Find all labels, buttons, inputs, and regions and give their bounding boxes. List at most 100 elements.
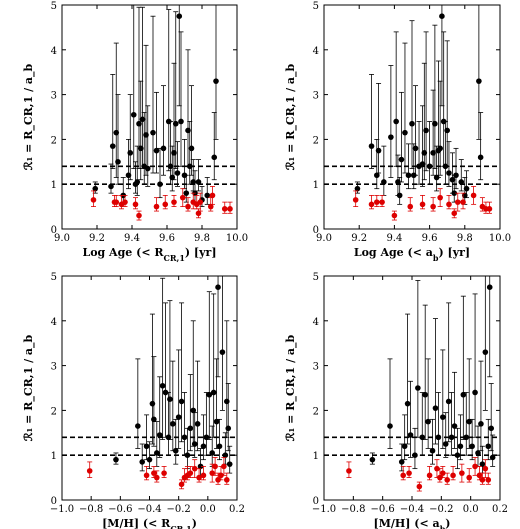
red-point <box>171 199 177 205</box>
red-point <box>374 199 380 205</box>
black-point <box>143 443 150 450</box>
x-tick-label: −0.6 <box>108 504 132 515</box>
black-point <box>200 443 207 450</box>
black-point <box>159 382 166 389</box>
black-point <box>178 118 184 125</box>
y-tick-label: 0 <box>313 225 319 236</box>
x-tick-label: 0.2 <box>492 504 508 515</box>
black-point <box>425 418 431 425</box>
y-tick-label: 1 <box>51 180 57 191</box>
y-tick-label: 2 <box>51 135 57 146</box>
black-point <box>368 143 375 149</box>
black-point <box>423 127 429 134</box>
red-point <box>197 199 204 205</box>
y-tick-label: 1 <box>313 451 319 462</box>
black-point <box>176 13 183 19</box>
black-point <box>489 454 496 461</box>
black-point <box>387 423 393 429</box>
black-point <box>150 129 156 136</box>
x-tick-label: 9.6 <box>159 233 175 244</box>
red-point <box>451 210 458 217</box>
chart-panel-c: −1.0 −0.8 −0.6 −0.4 −0.2 0.0 0.2 0 1 2 3 4 5 [M/H] (<… <box>22 272 245 529</box>
black-point <box>219 349 226 355</box>
black-point <box>149 400 156 407</box>
red-point <box>352 197 359 203</box>
y-tick-label: 1 <box>313 180 319 191</box>
black-point <box>388 134 394 140</box>
red-point <box>200 472 207 479</box>
black-point <box>144 165 151 172</box>
black-point <box>108 183 114 190</box>
red-point <box>221 206 228 212</box>
black-point <box>181 434 188 441</box>
black-point <box>216 443 223 450</box>
plot-frame <box>61 4 238 230</box>
black-point <box>190 407 197 414</box>
y-tick-label: 2 <box>313 406 319 417</box>
red-point <box>406 470 412 476</box>
x-tick-label: 9.0 <box>54 233 70 244</box>
black-point <box>197 463 204 470</box>
black-point <box>426 163 433 170</box>
y-tick-label: 0 <box>313 496 319 507</box>
y-tick-label: 3 <box>51 362 57 373</box>
red-point <box>486 206 493 212</box>
black-point <box>92 185 99 192</box>
x-tick-label: 9.0 <box>316 233 332 244</box>
red-point <box>223 477 230 483</box>
black-point <box>439 13 445 19</box>
red-point <box>179 194 186 201</box>
red-point <box>191 465 198 472</box>
black-point <box>460 391 467 398</box>
black-point <box>432 405 439 411</box>
x-tick-label: −1.0 <box>50 504 74 515</box>
y-tick-label: 5 <box>313 1 319 12</box>
y-tick-label: 3 <box>313 362 319 373</box>
black-point <box>210 389 217 396</box>
black-point <box>415 385 421 391</box>
x-tick-label: 9.6 <box>422 233 438 244</box>
black-point <box>226 461 233 467</box>
x-tick-label: 0.0 <box>200 504 216 515</box>
black-point <box>178 398 185 405</box>
x-tick-label: −0.8 <box>341 504 365 515</box>
x-tick-label: −0.4 <box>400 504 424 515</box>
black-point <box>453 172 459 179</box>
black-point <box>469 443 475 450</box>
black-point <box>184 452 191 459</box>
red-point <box>459 470 465 476</box>
red-point <box>227 206 233 212</box>
black-point <box>174 170 181 176</box>
red-point <box>400 472 407 479</box>
black-point <box>422 391 429 398</box>
black-point <box>134 179 141 185</box>
black-point <box>153 147 160 154</box>
red-point <box>482 465 489 472</box>
red-point <box>379 199 385 205</box>
black-point <box>211 154 218 161</box>
points-group <box>346 276 496 492</box>
red-point <box>143 472 150 479</box>
x-tick-label: 10.0 <box>226 233 248 244</box>
black-point <box>477 154 484 161</box>
red-point <box>209 192 216 199</box>
black-point <box>206 391 213 398</box>
black-point <box>429 447 436 454</box>
black-point <box>374 172 380 179</box>
y-tick-label: 5 <box>51 272 57 283</box>
black-point <box>407 432 414 438</box>
black-point <box>398 459 405 465</box>
y-axis-label: ℛ₁ = R_CR,1 / a_b <box>22 334 36 441</box>
black-point <box>402 129 408 136</box>
y-tick-label: 5 <box>51 1 57 12</box>
black-point <box>215 284 221 291</box>
red-point <box>161 470 167 476</box>
black-point <box>435 434 442 441</box>
black-point <box>172 120 179 127</box>
black-point <box>442 441 449 447</box>
x-tick-label: 9.2 <box>351 233 367 244</box>
y-tick-label: 0 <box>51 225 57 236</box>
black-point <box>451 190 458 196</box>
black-point <box>409 120 415 127</box>
y-tick-label: 1 <box>51 451 57 462</box>
